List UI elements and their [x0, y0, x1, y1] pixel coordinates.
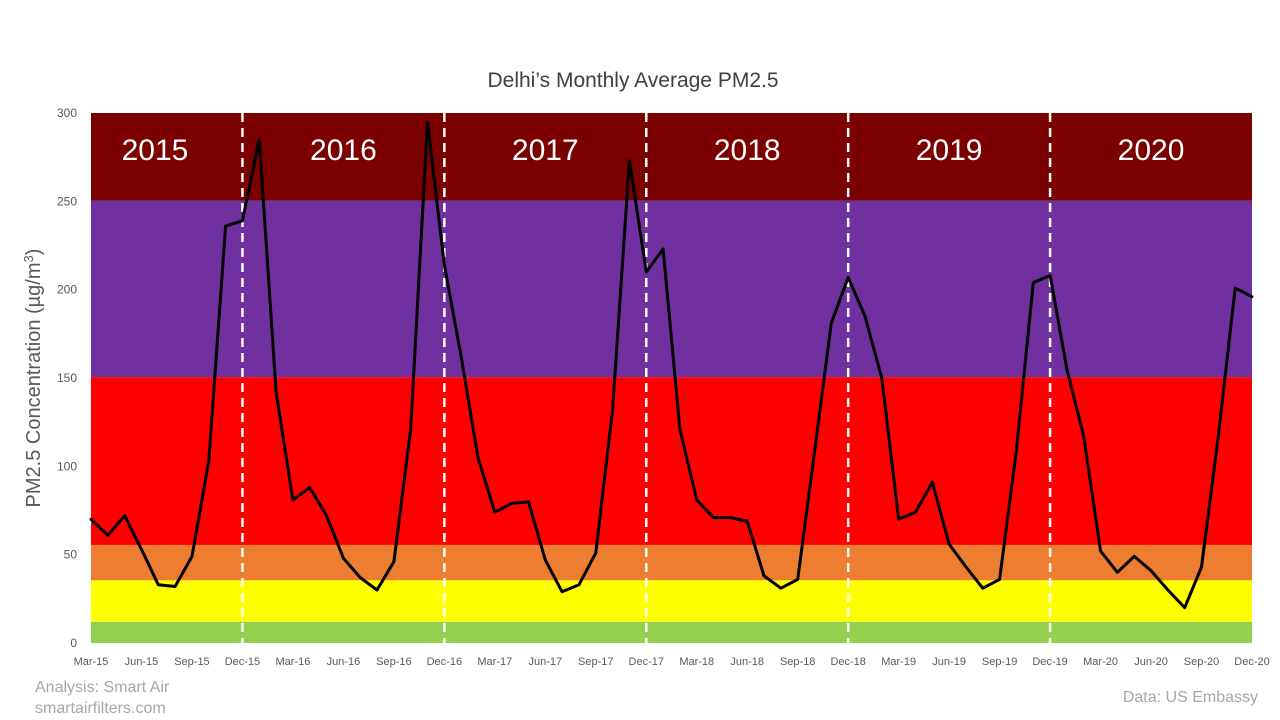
- y-tick-label: 250: [57, 194, 77, 208]
- chart-title: Delhi’s Monthly Average PM2.5: [487, 69, 778, 92]
- data-source: Data: US Embassy: [1123, 689, 1258, 706]
- y-tick-label: 200: [57, 283, 77, 297]
- year-label-2018: 2018: [714, 134, 781, 167]
- x-tick-label: Jun-19: [932, 656, 966, 668]
- x-tick-label: Sep-17: [578, 656, 613, 668]
- y-tick-label: 50: [64, 548, 78, 562]
- x-tick-label: Jun-20: [1134, 656, 1168, 668]
- y-axis-ticks: 0 50 100 150 200 250 300: [57, 106, 77, 650]
- x-tick-label: Jun-18: [730, 656, 764, 668]
- x-tick-label: Dec-19: [1032, 656, 1067, 668]
- x-tick-label: Mar-15: [74, 656, 109, 668]
- x-tick-label: Sep-16: [376, 656, 411, 668]
- x-tick-label: Dec-15: [225, 656, 260, 668]
- year-label-2017: 2017: [512, 134, 579, 167]
- x-tick-label: Mar-19: [881, 656, 916, 668]
- x-tick-label: Jun-16: [327, 656, 361, 668]
- y-tick-label: 0: [70, 636, 77, 650]
- x-tick-label: Dec-18: [830, 656, 865, 668]
- website-credit: smartairfilters.com: [35, 700, 166, 717]
- x-tick-label: Dec-20: [1234, 656, 1269, 668]
- aqi-band-0: [91, 621, 1252, 643]
- x-tick-label: Jun-15: [125, 656, 159, 668]
- aqi-band-3: [91, 377, 1252, 545]
- series-line-0: [89, 120, 1254, 610]
- y-tick-label: 300: [57, 106, 77, 120]
- y-tick-label: 150: [57, 371, 77, 385]
- x-tick-label: Sep-19: [982, 656, 1017, 668]
- aqi-band-5: [91, 113, 1252, 201]
- x-tick-label: Mar-18: [679, 656, 714, 668]
- year-label-2020: 2020: [1118, 134, 1185, 167]
- x-tick-label: Mar-20: [1083, 656, 1118, 668]
- x-tick-label: Jun-17: [528, 656, 562, 668]
- aqi-band-2: [91, 544, 1252, 581]
- year-label-2015: 2015: [122, 134, 189, 167]
- x-tick-label: Mar-17: [477, 656, 512, 668]
- pm25-series: [89, 120, 1254, 610]
- year-label-2019: 2019: [916, 134, 983, 167]
- year-label-2016: 2016: [310, 134, 377, 167]
- x-tick-label: Mar-16: [275, 656, 310, 668]
- year-labels: 2015 2016 2017 2018 2019 2020: [122, 134, 1185, 167]
- x-tick-label: Sep-20: [1184, 656, 1219, 668]
- y-axis-label: PM2.5 Concentration (µg/m3): [21, 249, 46, 508]
- aqi-band-1: [91, 580, 1252, 622]
- aqi-bands: [91, 113, 1252, 643]
- y-tick-label: 100: [57, 459, 77, 473]
- x-tick-label: Sep-18: [780, 656, 815, 668]
- x-tick-label: Dec-16: [427, 656, 462, 668]
- year-dividers: [241, 113, 1052, 643]
- x-tick-label: Dec-17: [629, 656, 664, 668]
- analysis-credit: Analysis: Smart Air: [35, 679, 170, 696]
- x-tick-label: Sep-15: [174, 656, 209, 668]
- x-axis-ticks: Mar-15 Jun-15 Sep-15 Dec-15 Mar-16 Jun-16 Sep-…: [74, 656, 1270, 668]
